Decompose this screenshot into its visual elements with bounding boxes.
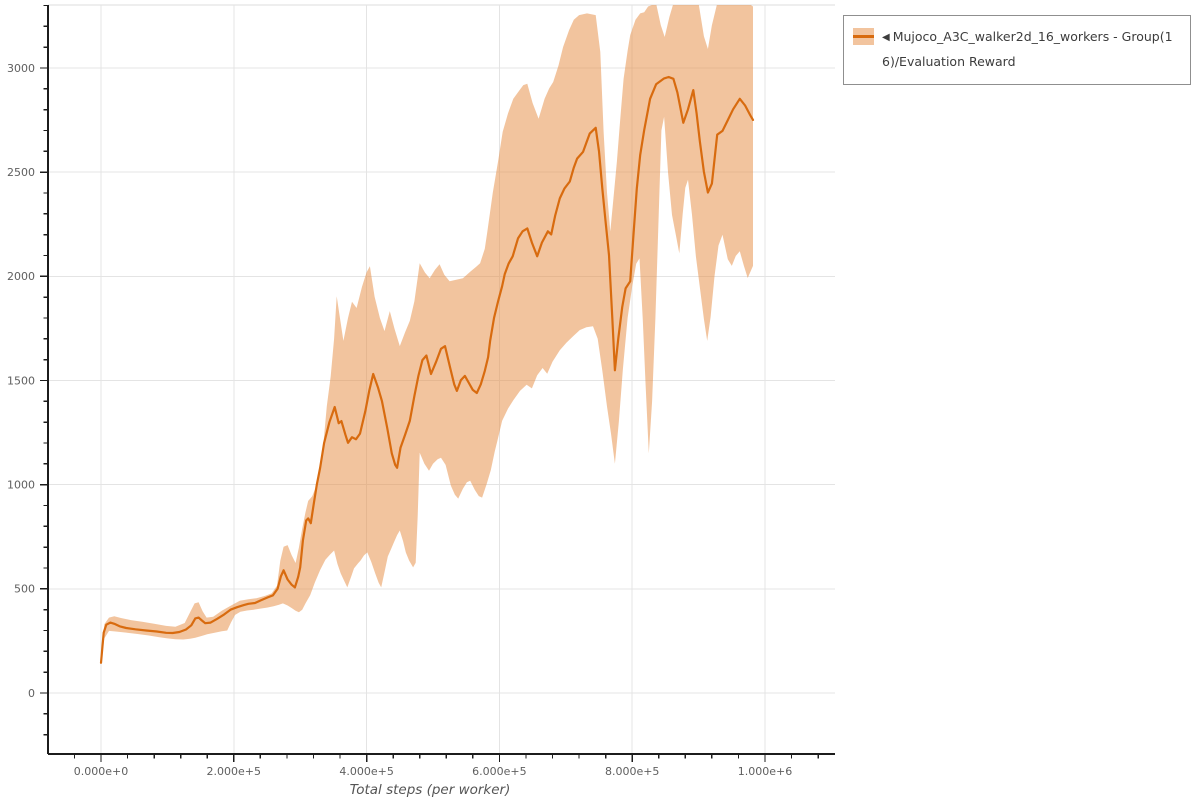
legend-series-name: Mujoco_A3C_walker2d_16_workers - Group(1…	[882, 29, 1173, 69]
x-tick-label: 2.000e+5	[207, 765, 261, 778]
plot-area	[99, 5, 755, 664]
y-tick-label: 2500	[7, 166, 35, 179]
x-tick-label: 4.000e+5	[339, 765, 393, 778]
x-tick-label: 1.000e+6	[738, 765, 792, 778]
legend-swatch-icon	[853, 28, 874, 45]
x-axis-title: Total steps (per worker)	[350, 782, 511, 798]
y-tick-label: 500	[14, 583, 35, 596]
collapse-triangle-icon: ◀	[882, 32, 890, 43]
legend[interactable]: ◀ Mujoco_A3C_walker2d_16_workers - Group(…	[843, 15, 1191, 85]
tick-marks	[40, 4, 819, 762]
x-tick-label: 8.000e+5	[605, 765, 659, 778]
legend-label: ◀ Mujoco_A3C_walker2d_16_workers - Group(…	[882, 25, 1180, 73]
x-tick-label: 0.000e+0	[74, 765, 128, 778]
x-tick-label: 6.000e+5	[472, 765, 526, 778]
y-tick-label: 0	[28, 687, 35, 700]
legend-swatch-line	[853, 35, 874, 38]
y-tick-label: 1000	[7, 478, 35, 491]
reward-line	[99, 75, 755, 664]
y-tick-label: 1500	[7, 374, 35, 387]
y-tick-label: 2000	[7, 270, 35, 283]
y-tick-label: 3000	[7, 62, 35, 75]
confidence-band	[101, 5, 753, 664]
